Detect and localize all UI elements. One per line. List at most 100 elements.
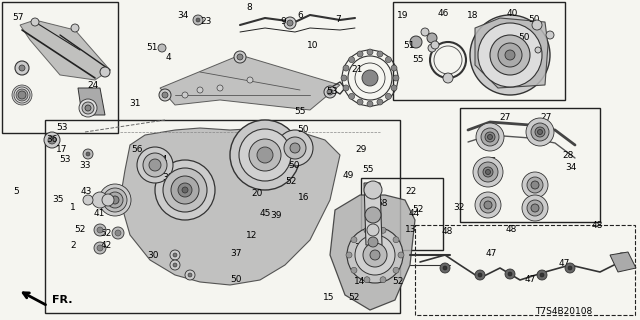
Circle shape (527, 200, 543, 216)
Polygon shape (330, 195, 415, 310)
Circle shape (14, 87, 30, 103)
Circle shape (367, 49, 373, 55)
Text: 48: 48 (506, 225, 516, 234)
Text: 1: 1 (70, 204, 76, 212)
Circle shape (170, 250, 180, 260)
Circle shape (290, 143, 300, 153)
Circle shape (48, 136, 56, 144)
Text: 15: 15 (323, 292, 335, 301)
Circle shape (421, 28, 429, 36)
Circle shape (97, 245, 103, 251)
Circle shape (158, 44, 166, 52)
Text: 21: 21 (351, 66, 363, 75)
Circle shape (31, 18, 39, 26)
Circle shape (143, 153, 167, 177)
Circle shape (82, 102, 94, 114)
Text: 35: 35 (52, 196, 64, 204)
Circle shape (103, 188, 127, 212)
Circle shape (351, 267, 357, 273)
Text: 18: 18 (467, 12, 479, 20)
Circle shape (380, 277, 386, 283)
Text: 52: 52 (74, 226, 86, 235)
Text: 43: 43 (80, 188, 92, 196)
Text: FR.: FR. (52, 295, 72, 305)
Text: 48: 48 (442, 228, 452, 236)
Text: 29: 29 (355, 145, 367, 154)
Circle shape (343, 65, 349, 71)
Circle shape (349, 93, 355, 100)
Circle shape (94, 242, 106, 254)
Text: 51: 51 (403, 41, 415, 50)
Circle shape (478, 23, 542, 87)
Circle shape (363, 243, 387, 267)
Text: 52: 52 (348, 292, 360, 301)
Circle shape (347, 227, 403, 283)
Circle shape (485, 132, 495, 142)
Circle shape (367, 224, 379, 236)
Circle shape (480, 197, 496, 213)
Circle shape (537, 270, 547, 280)
Circle shape (188, 273, 192, 277)
Text: 4: 4 (165, 52, 171, 61)
Circle shape (478, 162, 498, 182)
Circle shape (71, 24, 79, 32)
Text: 50: 50 (230, 275, 242, 284)
Circle shape (163, 168, 207, 212)
Text: 52: 52 (392, 276, 404, 285)
Circle shape (357, 51, 363, 57)
Circle shape (324, 86, 336, 98)
Text: 3: 3 (96, 194, 102, 203)
Polygon shape (160, 55, 340, 110)
Text: 50: 50 (528, 14, 540, 23)
Circle shape (257, 147, 273, 163)
Polygon shape (475, 18, 548, 88)
Circle shape (193, 15, 203, 25)
Text: 10: 10 (307, 41, 319, 50)
Text: 41: 41 (93, 209, 105, 218)
Circle shape (565, 263, 575, 273)
Circle shape (488, 134, 493, 140)
Text: 58: 58 (376, 199, 388, 209)
Text: 53: 53 (60, 156, 71, 164)
Circle shape (393, 267, 399, 273)
Circle shape (443, 73, 453, 83)
Text: 19: 19 (397, 12, 409, 20)
Text: 57: 57 (12, 13, 24, 22)
Circle shape (370, 250, 380, 260)
Text: 2: 2 (70, 241, 76, 250)
Circle shape (393, 75, 399, 81)
Circle shape (94, 224, 106, 236)
Circle shape (217, 85, 223, 91)
Text: 23: 23 (200, 18, 212, 27)
Circle shape (162, 92, 168, 98)
Text: 32: 32 (453, 204, 465, 212)
Text: 47: 47 (558, 260, 570, 268)
Text: 53: 53 (56, 123, 68, 132)
Circle shape (475, 270, 485, 280)
Circle shape (385, 57, 392, 63)
Circle shape (115, 230, 121, 236)
Circle shape (476, 123, 504, 151)
Text: 42: 42 (100, 241, 111, 250)
Circle shape (15, 61, 29, 75)
Text: 39: 39 (163, 173, 173, 182)
Circle shape (173, 253, 177, 257)
Circle shape (473, 157, 503, 187)
Circle shape (349, 57, 355, 63)
Circle shape (343, 85, 349, 91)
Circle shape (428, 44, 436, 52)
Text: 11: 11 (285, 142, 297, 151)
Text: 50: 50 (518, 34, 530, 43)
Circle shape (427, 33, 437, 43)
Circle shape (475, 192, 501, 218)
Circle shape (481, 128, 499, 146)
Text: 17: 17 (56, 146, 68, 155)
Circle shape (431, 41, 439, 49)
Circle shape (364, 277, 370, 283)
Text: 34: 34 (177, 11, 189, 20)
Circle shape (287, 20, 293, 26)
Circle shape (249, 139, 281, 171)
Text: 28: 28 (563, 150, 573, 159)
Text: 40: 40 (506, 9, 518, 18)
Circle shape (79, 99, 97, 117)
